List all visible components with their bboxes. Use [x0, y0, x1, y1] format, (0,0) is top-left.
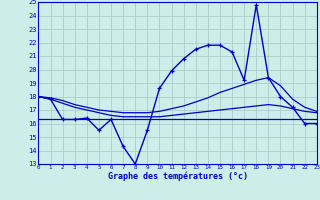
X-axis label: Graphe des températures (°c): Graphe des températures (°c): [108, 172, 248, 181]
